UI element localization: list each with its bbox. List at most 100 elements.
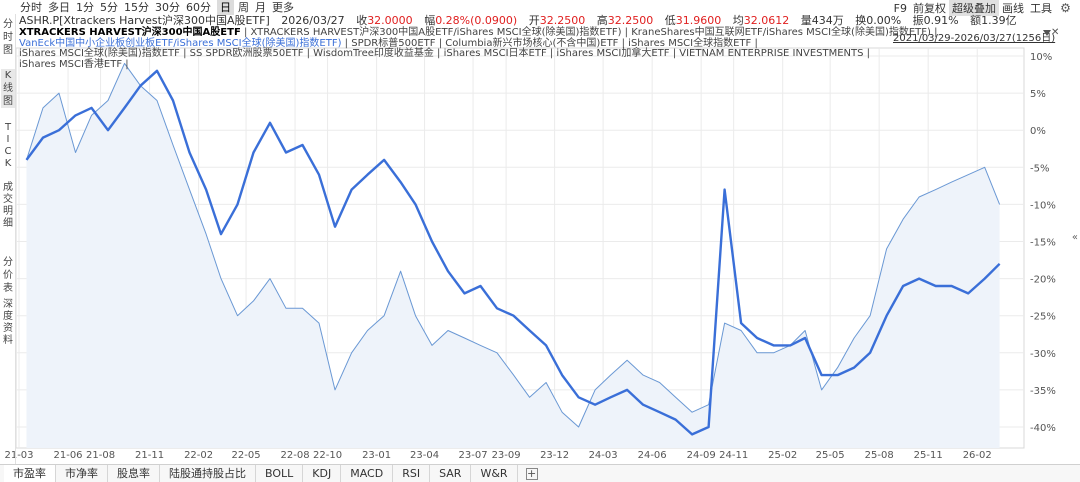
x-tick-label: 24-06	[638, 450, 667, 461]
legend-line-4[interactable]: iShares MSCI香港ETF |	[19, 58, 129, 70]
x-tick-label: 23-04	[410, 450, 439, 461]
quote-date: 2026/03/27	[281, 14, 345, 27]
toolbar: 分时 多日 1分 5分 15分 30分 60分日周月更多 F9 前复权 超级叠加 画线 工具…	[0, 0, 1080, 16]
y-tick-label: -25%	[1030, 312, 1056, 323]
period-tab[interactable]: 多日	[48, 1, 70, 14]
tools-button[interactable]: 工具	[1030, 2, 1052, 15]
period-selector: 分时 多日 1分 5分 15分 30分 60分日周月更多	[0, 0, 300, 15]
x-tick-label: 23-09	[492, 450, 521, 461]
volume-value: 434万	[811, 14, 844, 27]
series-area	[26, 63, 1000, 449]
indicator-tab[interactable]: 陆股通持股占比	[160, 464, 256, 482]
open-value: 32.2500	[539, 14, 586, 27]
low-value: 31.9600	[675, 14, 722, 27]
y-tick-label: -15%	[1030, 238, 1056, 249]
period-tab[interactable]: 更多	[272, 1, 294, 14]
dropdown-triangle-icon[interactable]	[1043, 30, 1051, 36]
side-tab[interactable]: 成交明细	[3, 182, 13, 229]
high-label: 高	[596, 14, 608, 27]
f9-button[interactable]: F9	[893, 1, 907, 15]
indicator-tab[interactable]: BOLL	[256, 464, 304, 482]
close-icon[interactable]: ✕	[1051, 27, 1060, 38]
amplitude-value: 0.91%	[923, 14, 959, 27]
period-tab[interactable]: 5分	[100, 1, 118, 14]
y-tick-label: 5%	[1030, 89, 1046, 100]
high-value: 32.2500	[607, 14, 654, 27]
side-tab[interactable]: 分时图	[3, 19, 13, 56]
legend-main-series[interactable]: XTRACKERS HARVEST沪深300中国A股ETF	[19, 27, 241, 38]
indicator-tab[interactable]: 市净率	[56, 464, 108, 482]
indicator-tab[interactable]: 市盈率	[4, 464, 56, 482]
x-tick-label: 26-02	[963, 450, 992, 461]
change-value: 0.28%(0.0900)	[435, 14, 518, 27]
amount-value: 1.39亿	[981, 14, 1017, 27]
x-tick-label: 24-03	[589, 450, 618, 461]
gear-icon[interactable]: ⚙	[1060, 0, 1071, 15]
close-value: 32.0000	[367, 14, 413, 27]
indicator-tab[interactable]: 股息率	[108, 464, 160, 482]
period-tab[interactable]: 日	[217, 0, 234, 15]
legend-line-1-rest[interactable]: | XTRACKERS HARVEST沪深300中国A股ETF/iShares …	[240, 27, 938, 38]
period-tab[interactable]: 分时	[20, 1, 42, 14]
avg-value: 32.0612	[743, 14, 790, 27]
legend-line-2-rest[interactable]: | SPDR标普500ETF | Columbia新兴市场核心(不含中国)ETF…	[341, 37, 758, 49]
indicator-tab[interactable]: KDJ	[303, 464, 342, 482]
overlay-legend: XTRACKERS HARVEST沪深300中国A股ETF | XTRACKER…	[19, 27, 1059, 70]
indicator-tabs: 市盈率 市净率 股息率 陆股通持股占比 BOLL KDJ MACD RSI SAR W&R +	[0, 464, 1080, 482]
legend-compare-series[interactable]: VanEck中国中小企业板创业板ETF/iShares MSCI全球(除美国)指…	[19, 37, 342, 49]
y-tick-label: -20%	[1030, 275, 1056, 286]
turnover-value: 0.00%	[866, 14, 902, 27]
period-tab[interactable]: 月	[255, 1, 266, 14]
x-tick-label: 22-05	[232, 450, 261, 461]
x-tick-label: 21-06	[53, 450, 82, 461]
x-tick-label: 25-02	[768, 450, 797, 461]
period-tab[interactable]: 周	[238, 1, 249, 14]
open-label: 开	[528, 14, 540, 27]
collapse-panel-icon[interactable]: «	[1071, 232, 1078, 243]
x-tick-label: 23-12	[540, 450, 569, 461]
side-tab[interactable]: 分价表	[3, 257, 13, 294]
x-tick-label: 24-09	[687, 450, 716, 461]
side-tab[interactable]: 深度资料	[3, 299, 13, 346]
change-label: 幅	[424, 14, 436, 27]
x-tick-label: 21-03	[4, 450, 33, 461]
x-tick-label: 22-02	[184, 450, 213, 461]
x-tick-label: 25-08	[865, 450, 894, 461]
indicator-tab[interactable]: W&R	[471, 464, 518, 482]
legend-line-2: VanEck中国中小企业板创业板ETF/iShares MSCI全球(除美国)指…	[19, 37, 1059, 50]
amplitude-label: 振	[912, 14, 924, 27]
volume-label: 量	[800, 14, 812, 27]
super-overlay-button[interactable]: 超级叠加	[949, 0, 999, 16]
draw-line-button[interactable]: 画线	[1002, 2, 1024, 15]
avg-label: 均	[732, 14, 744, 27]
period-tab[interactable]: 30分	[155, 1, 180, 14]
y-tick-label: 10%	[1030, 52, 1052, 63]
legend-line-3[interactable]: iShares MSCI全球(除美国)指数ETF | SS SPDR欧洲股票50…	[19, 48, 871, 59]
quote-line: ASHR.P[Xtrackers Harvest沪深300中国A股ETF] 20…	[19, 14, 1017, 27]
indicator-tab[interactable]: SAR	[430, 464, 472, 482]
indicator-tab[interactable]: MACD	[341, 464, 394, 482]
forward-adjust-button[interactable]: 前复权	[913, 2, 946, 15]
close-label: 收	[356, 14, 368, 27]
x-tick-label: 23-01	[362, 450, 391, 461]
low-label: 低	[664, 14, 676, 27]
y-tick-label: -5%	[1030, 163, 1049, 174]
add-indicator-icon[interactable]: +	[525, 466, 538, 480]
x-tick-label: 25-05	[816, 450, 845, 461]
amount-label: 额	[970, 14, 982, 27]
x-tick-label: 25-11	[914, 450, 943, 461]
date-range[interactable]: 2021/03/29-2026/03/27(1256日)	[893, 33, 1056, 44]
period-tab[interactable]: 1分	[76, 1, 94, 14]
x-tick-label: 21-11	[135, 450, 164, 461]
price-chart[interactable]: 10% 5% 0% -5% -10% -15% -20% -25% -30% -35% -40% 21…	[0, 0, 1080, 464]
indicator-tab[interactable]: RSI	[393, 464, 431, 482]
y-tick-label: -30%	[1030, 349, 1056, 360]
period-tab[interactable]: 60分	[186, 1, 211, 14]
y-tick-label: -10%	[1030, 200, 1056, 211]
x-tick-label: 21-08	[86, 450, 115, 461]
period-tab[interactable]: 15分	[124, 1, 149, 14]
x-tick-label: 22-10	[313, 450, 342, 461]
